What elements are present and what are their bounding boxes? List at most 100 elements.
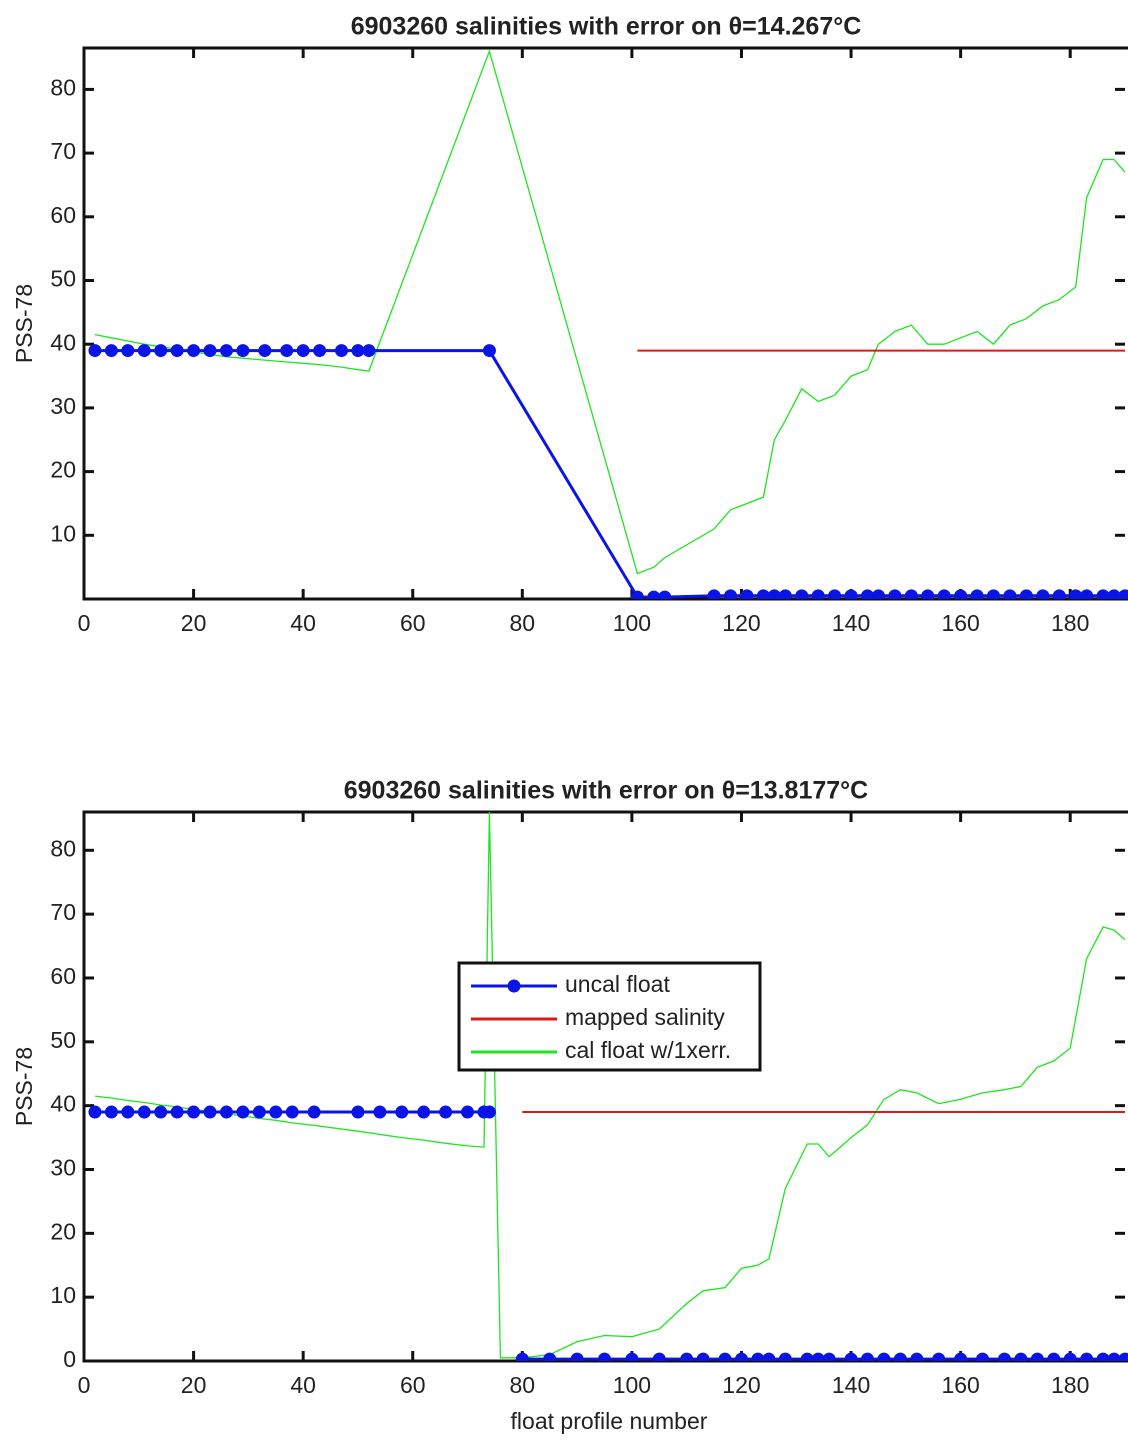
data-point bbox=[828, 589, 842, 599]
x-axis-label: float profile number bbox=[511, 1408, 708, 1434]
y-axis-label: PSS-78 bbox=[11, 1047, 37, 1126]
x-tick-label: 60 bbox=[400, 610, 426, 636]
data-point bbox=[778, 589, 792, 599]
y-tick-label: 80 bbox=[50, 74, 76, 100]
data-point bbox=[937, 589, 951, 599]
data-point bbox=[236, 344, 250, 358]
x-tick-label: 80 bbox=[510, 610, 536, 636]
data-point bbox=[203, 1105, 217, 1119]
x-tick-label: 40 bbox=[290, 610, 316, 636]
data-point bbox=[795, 589, 809, 599]
data-point bbox=[1096, 589, 1110, 599]
data-point bbox=[811, 1352, 825, 1361]
data-point bbox=[625, 1352, 639, 1361]
data-point bbox=[1063, 1352, 1077, 1361]
series-line bbox=[95, 349, 1125, 599]
data-point bbox=[680, 1352, 694, 1361]
data-point bbox=[658, 590, 672, 599]
x-tick-label: 100 bbox=[613, 610, 651, 636]
data-point bbox=[482, 1105, 496, 1119]
data-point bbox=[997, 1352, 1011, 1361]
chart-title: 6903260 salinities with error on θ=14.26… bbox=[351, 13, 862, 41]
data-point bbox=[439, 1105, 453, 1119]
y-tick-label: 40 bbox=[50, 329, 76, 355]
y-tick-label: 30 bbox=[50, 393, 76, 419]
x-tick-label: 160 bbox=[941, 610, 979, 636]
data-point bbox=[515, 1352, 529, 1361]
data-point bbox=[170, 1105, 184, 1119]
axes-box bbox=[82, 46, 1128, 601]
data-point bbox=[335, 344, 349, 358]
data-point bbox=[417, 1105, 431, 1119]
y-tick-label: 30 bbox=[50, 1155, 76, 1181]
data-point bbox=[860, 1352, 874, 1361]
x-tick-label: 20 bbox=[181, 1372, 207, 1398]
data-point bbox=[1107, 589, 1121, 599]
data-point bbox=[1052, 589, 1066, 599]
x-tick-label: 120 bbox=[722, 1372, 760, 1398]
data-point bbox=[88, 344, 102, 358]
y-tick-label: 60 bbox=[50, 202, 76, 228]
data-point bbox=[543, 1352, 557, 1361]
data-point bbox=[351, 1105, 365, 1119]
data-point bbox=[219, 1105, 233, 1119]
data-point bbox=[751, 1352, 765, 1361]
legend-label: mapped salinity bbox=[565, 1004, 725, 1030]
x-tick-label: 80 bbox=[510, 1372, 536, 1398]
legend-marker bbox=[507, 979, 521, 993]
data-point bbox=[800, 1352, 814, 1361]
data-point bbox=[822, 1352, 836, 1361]
data-point bbox=[121, 344, 135, 358]
data-point bbox=[954, 589, 968, 599]
data-point bbox=[630, 590, 644, 599]
data-point bbox=[1096, 1352, 1110, 1361]
y-tick-label: 60 bbox=[50, 963, 76, 989]
x-tick-label: 0 bbox=[78, 1372, 91, 1398]
series-line bbox=[94, 812, 1126, 1359]
data-point bbox=[1036, 589, 1050, 599]
data-point bbox=[1030, 1352, 1044, 1361]
data-point bbox=[724, 589, 738, 599]
data-point bbox=[351, 344, 365, 358]
data-point bbox=[1118, 589, 1128, 599]
data-point bbox=[236, 1105, 250, 1119]
data-point bbox=[187, 344, 201, 358]
data-point bbox=[285, 1105, 299, 1119]
data-point bbox=[88, 1105, 102, 1119]
data-point bbox=[104, 344, 118, 358]
y-axis-label: PSS-78 bbox=[11, 284, 37, 363]
x-tick-label: 160 bbox=[941, 1372, 979, 1398]
legend-label: uncal float bbox=[565, 971, 670, 997]
data-point bbox=[647, 590, 661, 599]
data-point bbox=[362, 344, 376, 358]
data-point bbox=[187, 1105, 201, 1119]
data-point bbox=[280, 344, 294, 358]
data-point bbox=[1069, 589, 1083, 599]
data-point bbox=[696, 1352, 710, 1361]
x-tick-label: 120 bbox=[722, 610, 760, 636]
data-point bbox=[269, 1105, 283, 1119]
data-point bbox=[104, 1105, 118, 1119]
x-tick-label: 100 bbox=[613, 1372, 651, 1398]
series-line bbox=[95, 1110, 1125, 1361]
data-point bbox=[976, 1352, 990, 1361]
x-tick-label: 180 bbox=[1051, 1372, 1089, 1398]
data-point bbox=[1107, 1352, 1121, 1361]
data-point bbox=[373, 1105, 387, 1119]
y-tick-label: 10 bbox=[50, 1282, 76, 1308]
data-point bbox=[482, 344, 496, 358]
data-point bbox=[598, 1352, 611, 1361]
x-tick-label: 60 bbox=[400, 1372, 426, 1398]
data-point bbox=[762, 1352, 776, 1361]
data-point bbox=[734, 1352, 748, 1361]
y-tick-label: 50 bbox=[50, 1027, 76, 1053]
data-point bbox=[893, 1352, 907, 1361]
data-point bbox=[1003, 589, 1017, 599]
data-point bbox=[313, 344, 327, 358]
data-point bbox=[767, 589, 781, 599]
data-point bbox=[219, 344, 233, 358]
data-point bbox=[395, 1105, 409, 1119]
chart-title: 6903260 salinities with error on θ=13.81… bbox=[344, 777, 868, 805]
data-point bbox=[888, 589, 902, 599]
data-point bbox=[1047, 1352, 1061, 1361]
